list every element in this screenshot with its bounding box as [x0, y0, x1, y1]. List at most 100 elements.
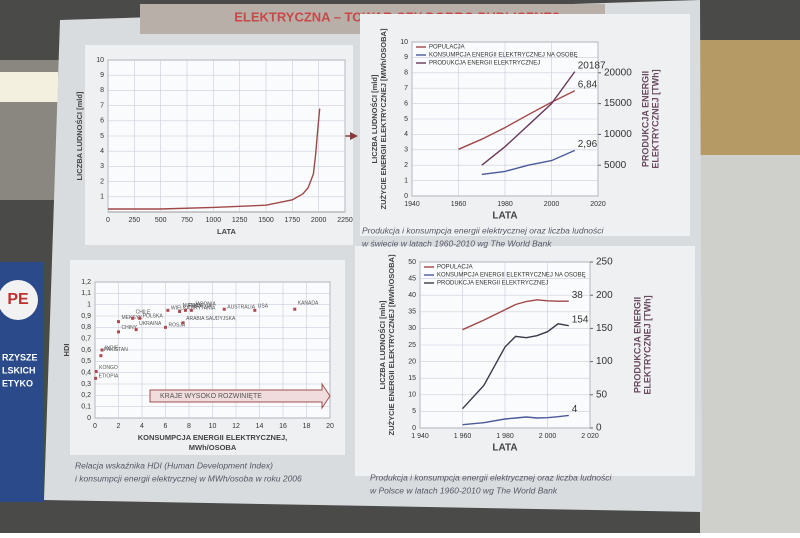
x-tick-label: 18	[303, 423, 311, 430]
y-tick-label: 0,9	[81, 313, 91, 320]
point-label: AUSTRALIA	[227, 305, 255, 311]
x-tick-label: 0	[106, 217, 110, 224]
y2-axis-label: ELEKTRYCZNEJ [TWh]	[642, 295, 652, 394]
x-tick-label: 1960	[451, 201, 467, 208]
y-tick-label: 7	[100, 102, 104, 109]
y-tick-label: 7	[404, 85, 408, 92]
y-tick-label: 5	[404, 116, 408, 123]
point	[183, 308, 187, 312]
point	[178, 309, 182, 313]
y-tick-label: 0,5	[81, 358, 91, 365]
y-tick-label: 0,2	[81, 392, 91, 399]
y2-tick-label: 10000	[604, 129, 632, 140]
value-label: 6,84	[578, 79, 598, 90]
y2-axis-label: PRODUKCJA ENERGII	[632, 297, 642, 393]
y-tick-label: 30	[408, 325, 416, 332]
y-tick-label: 35	[408, 309, 416, 316]
caption: Relacja wskaźnika HDI (Human Development…	[75, 460, 273, 470]
caption: w Polsce w latach 1960-2010 wg The World…	[370, 485, 558, 495]
point-label: ROSJA	[169, 323, 186, 329]
y-tick-label: 4	[404, 131, 408, 138]
banner-text: RZYSZE	[2, 352, 38, 362]
y-tick-label: 0,3	[81, 381, 91, 388]
y2-tick-label: 0	[596, 423, 602, 434]
y-tick-label: 8	[100, 87, 104, 94]
y-tick-label: 20	[408, 358, 416, 365]
y-tick-label: 9	[404, 54, 408, 61]
line-series	[108, 108, 321, 210]
point-label: PAKISTAN	[104, 347, 128, 353]
y-tick-label: 40	[408, 292, 416, 299]
banner-logo	[0, 280, 38, 320]
y-tick-label: 9	[100, 72, 104, 79]
point-label: USA	[258, 304, 269, 310]
y-tick-label: 0	[87, 415, 91, 422]
y-tick-label: 6	[100, 118, 104, 125]
point	[253, 308, 257, 312]
y-tick-label: 1	[100, 194, 104, 201]
y-tick-label: 10	[400, 39, 408, 46]
y-tick-label: 3	[404, 147, 408, 154]
x-tick-label: 1980	[497, 201, 513, 208]
point	[94, 370, 98, 374]
y-tick-label: 0,7	[81, 336, 91, 343]
x-tick-label: 500	[155, 217, 167, 224]
x-tick-label: 10	[209, 423, 217, 430]
x-tick-label: 1 940	[411, 433, 429, 440]
y-axis-label: ZUŻYCIE ENERGII ELEKTRYCZNEJ [MWh/OSOBA]	[387, 254, 396, 435]
y-axis-label: LICZBA LUDNOŚCI [mld]	[75, 91, 84, 180]
x-tick-label: 750	[181, 217, 193, 224]
y-tick-label: 2	[100, 178, 104, 185]
y2-axis-label: ELEKTRYCZNEJ [TWh]	[650, 69, 660, 168]
legend-label: KONSUMPCJA ENERGII ELEKTRYCZNEJ NA OSOBĘ	[437, 273, 586, 279]
y-axis-label: LICZBA LUDNOŚCI [mld]	[370, 74, 379, 163]
legend-label: PRODUKCJA ENERGII ELEKTRYCZNEJ	[437, 281, 548, 287]
point-label: CHILE	[136, 310, 151, 316]
y2-tick-label: 50	[596, 389, 608, 400]
y-tick-label: 15	[408, 375, 416, 382]
point-label: UKRAINA	[139, 321, 162, 327]
line-series	[462, 414, 569, 426]
line-series	[458, 90, 576, 150]
y-tick-label: 3	[100, 163, 104, 170]
line-series	[462, 299, 569, 331]
x-tick-label: 1500	[258, 217, 274, 224]
x-tick-label: 2 020	[581, 433, 599, 440]
point	[99, 354, 103, 358]
y-tick-label: 0,8	[81, 324, 91, 331]
point	[117, 320, 120, 324]
point	[100, 348, 104, 352]
x-axis-label: LATA	[217, 227, 236, 236]
point-label: JAPONIA	[194, 302, 216, 308]
y2-tick-label: 200	[596, 290, 613, 301]
y-tick-label: 0,4	[81, 370, 91, 377]
point	[138, 316, 142, 320]
x-tick-label: 2250	[337, 217, 353, 224]
x-tick-label: 16	[279, 423, 287, 430]
x-axis-label: MWh/OSOBA	[189, 443, 237, 452]
x-tick-label: 12	[232, 423, 240, 430]
x-axis-label: KONSUMPCJA ENERGII ELEKTRYCZNEJ,	[138, 433, 287, 442]
x-tick-label: 250	[128, 217, 140, 224]
legend-label: POPULACJA	[429, 45, 465, 51]
point	[189, 308, 193, 312]
point-label: ARABIA SAUDYJSKA	[186, 316, 236, 322]
y-tick-label: 0,6	[81, 347, 91, 354]
line-series	[481, 71, 576, 166]
x-tick-label: 20	[326, 423, 334, 430]
caption: w świecie w latach 1960-2010 wg The Worl…	[362, 238, 552, 248]
y2-tick-label: 20000	[604, 67, 632, 78]
caption: i konsumpcji energii elektrycznej w MWh/…	[75, 473, 302, 483]
caption: Produkcja i konsumpcja energii elektrycz…	[362, 225, 605, 235]
y-tick-label: 0,1	[81, 404, 91, 411]
point-label: INDIE	[105, 345, 119, 351]
y-tick-label: 1	[404, 177, 408, 184]
x-tick-label: 14	[256, 423, 264, 430]
point	[117, 330, 120, 334]
x-axis-label: LATA	[492, 443, 517, 454]
caption: Produkcja i konsumpcja energii elektrycz…	[370, 472, 613, 482]
point	[222, 307, 226, 311]
x-tick-label: 6	[164, 423, 168, 430]
x-tick-label: 8	[187, 423, 191, 430]
value-label: 4	[572, 404, 578, 415]
